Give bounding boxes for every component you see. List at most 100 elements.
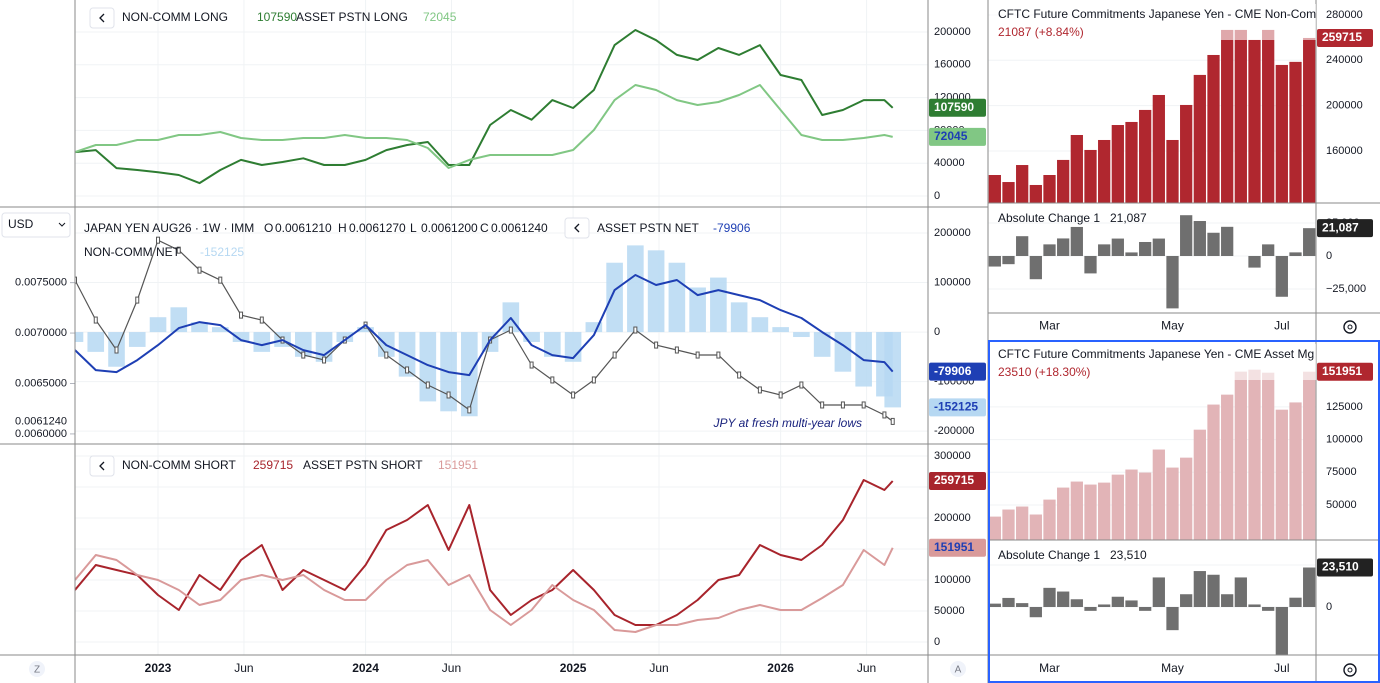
legend-name: ASSET PSTN LONG [296,10,408,24]
change-bar [1193,571,1206,607]
y-tick-label: 240000 [1326,54,1363,66]
last-value-tag [929,362,986,381]
change-bar [1125,252,1138,256]
settings-icon[interactable] [1343,320,1357,334]
auto-button[interactable] [950,661,966,677]
change-bar [1111,238,1124,256]
change-bar [1303,228,1316,256]
y-tick-label: 160000 [934,59,971,71]
price-candle [861,401,866,409]
y-tick-label: 160000 [1326,145,1363,157]
price-candle [218,276,223,284]
last-value-tag-label: 259715 [1322,30,1362,44]
left-tick-label: 0.0060000 [15,428,67,440]
change-bar [1016,603,1029,607]
pane-plot [75,479,894,633]
bar [1234,371,1247,540]
bar [1289,402,1302,540]
left-tick-label: 0.0075000 [15,277,67,289]
last-value-tag-label: 151951 [934,540,974,554]
y-tick-label: 40000 [934,157,965,169]
change-bar [1029,255,1042,280]
histogram-bar [544,332,561,357]
histogram-bar [606,262,623,333]
x-tick-label: Jun [649,661,668,675]
legend-value: 107590 [257,10,297,24]
x-tick-label: May [1161,661,1184,675]
bar [1043,175,1056,203]
histogram-bar [191,322,208,333]
change-bar [1043,244,1056,256]
legend-collapse-button[interactable] [89,7,115,29]
legend-collapse-button[interactable] [89,455,115,477]
price-candle [799,381,804,389]
histogram-bar [730,302,748,333]
x-tick-label: 2025 [560,661,587,675]
change-bar [1234,577,1247,607]
x-tick-label: Jul [1274,661,1289,675]
y-tick-label: 0 [934,636,940,648]
legend-value: -152125 [200,245,244,259]
legend-name: ASSET PSTN NET [597,221,699,235]
settings-icon[interactable] [1343,663,1357,677]
price-candle [446,391,451,399]
change-bar [1207,574,1220,607]
histogram-bar [211,327,229,333]
x-tick-label: May [1161,319,1184,333]
ohlc-value: 0.0061270 [349,221,406,235]
histogram-bar [793,332,810,338]
title-backdrop [990,4,1316,40]
bar [1193,429,1206,540]
last-value-tag [1317,28,1373,47]
bar [1043,499,1056,540]
bar [1029,184,1042,203]
histogram-bar [772,327,789,333]
ohlc-value: 0.0061240 [491,221,548,235]
series-line [75,29,894,185]
bar [1166,467,1179,540]
chevron [99,13,105,23]
histogram-bar [585,322,603,333]
last-value-tag [1317,219,1373,238]
legend-name: ASSET PSTN SHORT [303,458,423,472]
scale-button[interactable] [29,661,45,677]
histogram-bar [813,332,831,357]
chevron [99,461,105,471]
price-candle [529,361,534,369]
currency-label: USD [8,217,34,231]
price-candle [778,391,783,399]
last-value-tag [929,538,986,557]
legend-name: NON-COMM SHORT [122,458,236,472]
price-candle [633,326,638,334]
change-bar [1180,594,1193,607]
bar [988,516,1001,540]
histogram-bar [253,332,271,352]
histogram-bar [523,332,540,342]
last-value-tag-label: 259715 [934,473,974,487]
bar [1084,149,1097,203]
annotation: JPY at fresh multi-year lows [713,416,863,430]
change-bar [1289,252,1302,256]
price-candle [93,316,98,324]
price-candle [695,351,700,359]
histogram-bar [149,317,167,333]
bar [1180,457,1193,540]
legend-collapse-button[interactable] [564,217,590,239]
ohlc-name: C [480,221,489,235]
legend-name: NON-COMM LONG [122,10,228,24]
price-candle [259,316,264,324]
last-value-tag-label: -79906 [934,364,972,378]
price-candle [301,351,306,359]
last-value-tag-label: 107590 [934,100,974,114]
currency-dropdown[interactable] [1,212,71,238]
bar [1084,484,1097,540]
bar [1248,39,1261,203]
last-value-tag [1317,558,1373,577]
change-bar [1098,244,1111,256]
change-bar [1289,597,1302,607]
bar [1262,29,1275,204]
legend-value: 151951 [438,458,478,472]
price-candle [757,386,762,394]
